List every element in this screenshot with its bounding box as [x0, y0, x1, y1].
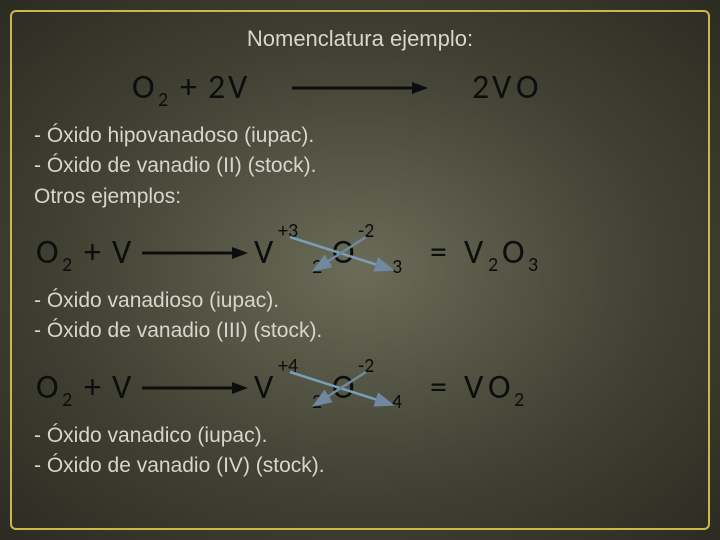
svg-text:2: 2 [62, 388, 72, 412]
svg-text:V: V [254, 367, 274, 408]
svg-text:3: 3 [392, 255, 402, 279]
text-line-4: - Óxido vanadioso (iupac). [34, 287, 688, 315]
svg-text:2: 2 [62, 253, 72, 277]
svg-text:V: V [464, 232, 484, 273]
svg-text:O: O [132, 67, 155, 108]
svg-text:3: 3 [528, 253, 538, 277]
text-line-6: - Óxido vanadico (iupac). [34, 422, 688, 450]
text-line-3: Otros ejemplos: [34, 183, 688, 211]
svg-text:O: O [488, 367, 511, 408]
svg-text:2: 2 [472, 67, 489, 108]
svg-text:V: V [254, 232, 274, 273]
svg-text:2: 2 [488, 253, 498, 277]
svg-text:O: O [516, 67, 539, 108]
equation-3-svg: O 2 + V V +4 2 O -2 4 = V O 2 [32, 350, 712, 420]
svg-text:=: = [430, 232, 447, 273]
svg-text:2: 2 [158, 88, 168, 112]
svg-text:4: 4 [392, 390, 402, 414]
svg-text:O: O [36, 367, 59, 408]
svg-text:=: = [430, 367, 447, 408]
svg-text:V: V [112, 367, 132, 408]
svg-text:2: 2 [208, 67, 225, 108]
svg-text:+: + [180, 67, 197, 108]
equation-1: O 2 + 2 V 2 V O [32, 58, 688, 120]
equation-2: O 2 + V V +3 2 O -2 3 = V 2 O [32, 215, 688, 285]
equation-3: O 2 + V V +4 2 O -2 4 = V O 2 [32, 350, 688, 420]
text-line-7: - Óxido de vanadio (IV) (stock). [34, 452, 688, 480]
svg-text:2: 2 [514, 388, 524, 412]
svg-text:V: V [112, 232, 132, 273]
equation-2-svg: O 2 + V V +3 2 O -2 3 = V 2 O [32, 215, 712, 285]
text-line-5: - Óxido de vanadio (III) (stock). [34, 317, 688, 345]
svg-text:V: V [228, 67, 248, 108]
svg-text:V: V [464, 367, 484, 408]
svg-text:+: + [84, 367, 101, 408]
equation-1-svg: O 2 + 2 V 2 V O [32, 58, 692, 118]
svg-text:O: O [502, 232, 525, 273]
svg-text:+: + [84, 232, 101, 273]
slide-title: Nomenclatura ejemplo: [32, 26, 688, 52]
svg-text:V: V [492, 67, 512, 108]
text-line-1: - Óxido hipovanadoso (iupac). [34, 122, 688, 150]
svg-text:O: O [36, 232, 59, 273]
slide: Nomenclatura ejemplo: O 2 + 2 V 2 V O - … [0, 0, 720, 540]
text-line-2: - Óxido de vanadio (II) (stock). [34, 152, 688, 180]
content-frame: Nomenclatura ejemplo: O 2 + 2 V 2 V O - … [10, 10, 710, 530]
